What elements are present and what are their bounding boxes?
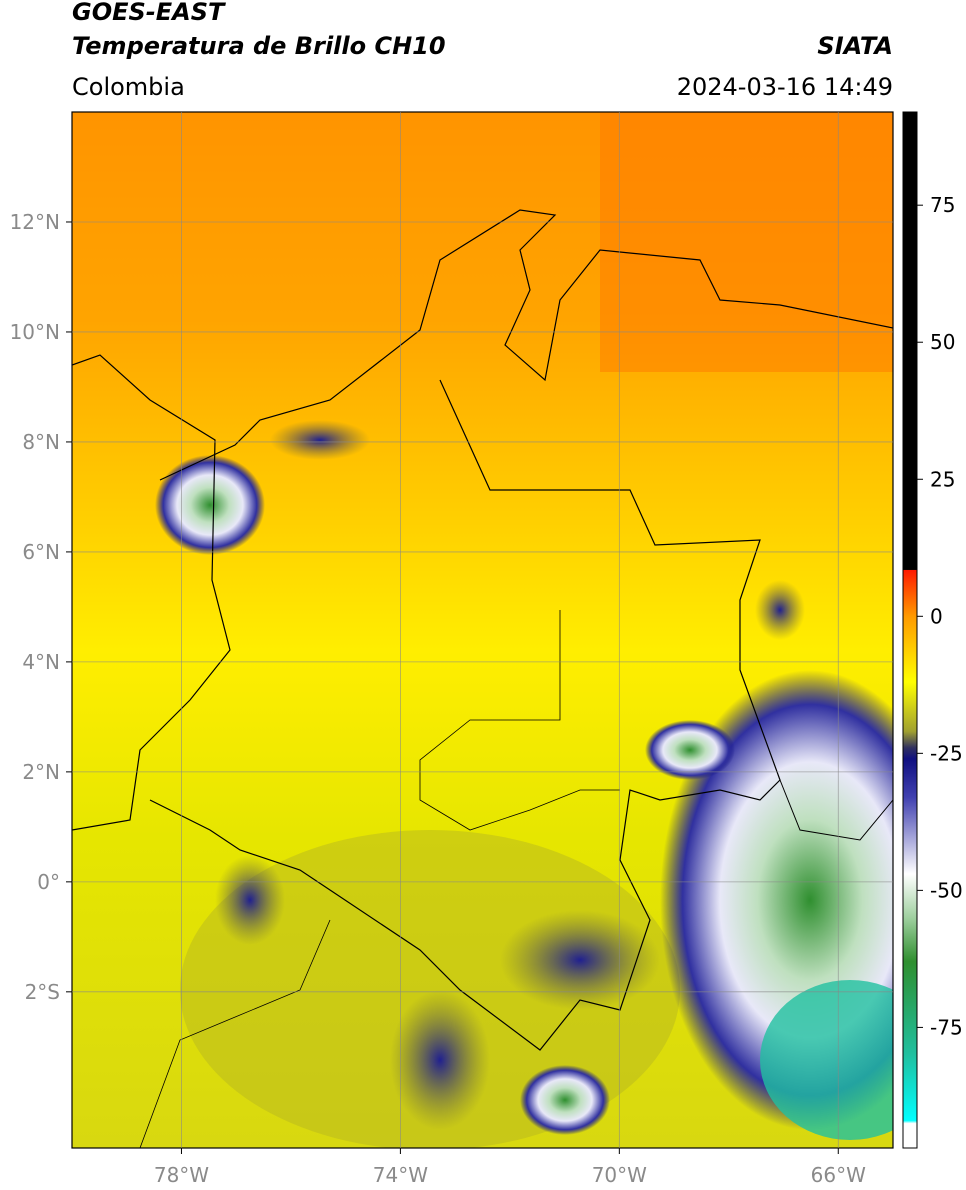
y-tick-label: 4°N: [22, 650, 60, 674]
y-tick-label: 2°N: [22, 760, 60, 784]
source: SIATA: [817, 32, 893, 60]
datetime: 2024-03-16 14:49: [677, 73, 893, 101]
colorbar-tick-label: 75: [930, 193, 955, 217]
satellite-image: [72, 112, 893, 1148]
colorbar-scale: [902, 111, 918, 1149]
map-frame: [71, 111, 894, 1149]
colorbar-tick-label: 0: [930, 604, 943, 628]
y-tick-label: 12°N: [10, 210, 60, 234]
satellite: GOES-EAST: [72, 0, 226, 26]
product: Temperatura de Brillo CH10: [72, 32, 446, 60]
x-tick-label: 78°W: [154, 1163, 209, 1187]
colorbar: 75 50 25 0 -25 -50 -75: [902, 111, 963, 1149]
colorbar-tick-label: -75: [930, 1015, 963, 1039]
y-tick-label: 10°N: [10, 320, 60, 344]
colorbar-tick-label: -50: [930, 878, 963, 902]
y-tick-label: 8°N: [22, 430, 60, 454]
colorbar-tick-label: -25: [930, 741, 963, 765]
region: Colombia: [72, 73, 185, 101]
y-tick-label: 0°: [37, 870, 60, 894]
colorbar-tick-label: 50: [930, 330, 955, 354]
colorbar-tick-label: 25: [930, 467, 955, 491]
y-tick-label: 2°S: [25, 980, 60, 1004]
x-tick-label: 74°W: [373, 1163, 428, 1187]
x-tick-label: 66°W: [811, 1163, 866, 1187]
y-tick-label: 6°N: [22, 540, 60, 564]
x-tick-label: 70°W: [592, 1163, 647, 1187]
